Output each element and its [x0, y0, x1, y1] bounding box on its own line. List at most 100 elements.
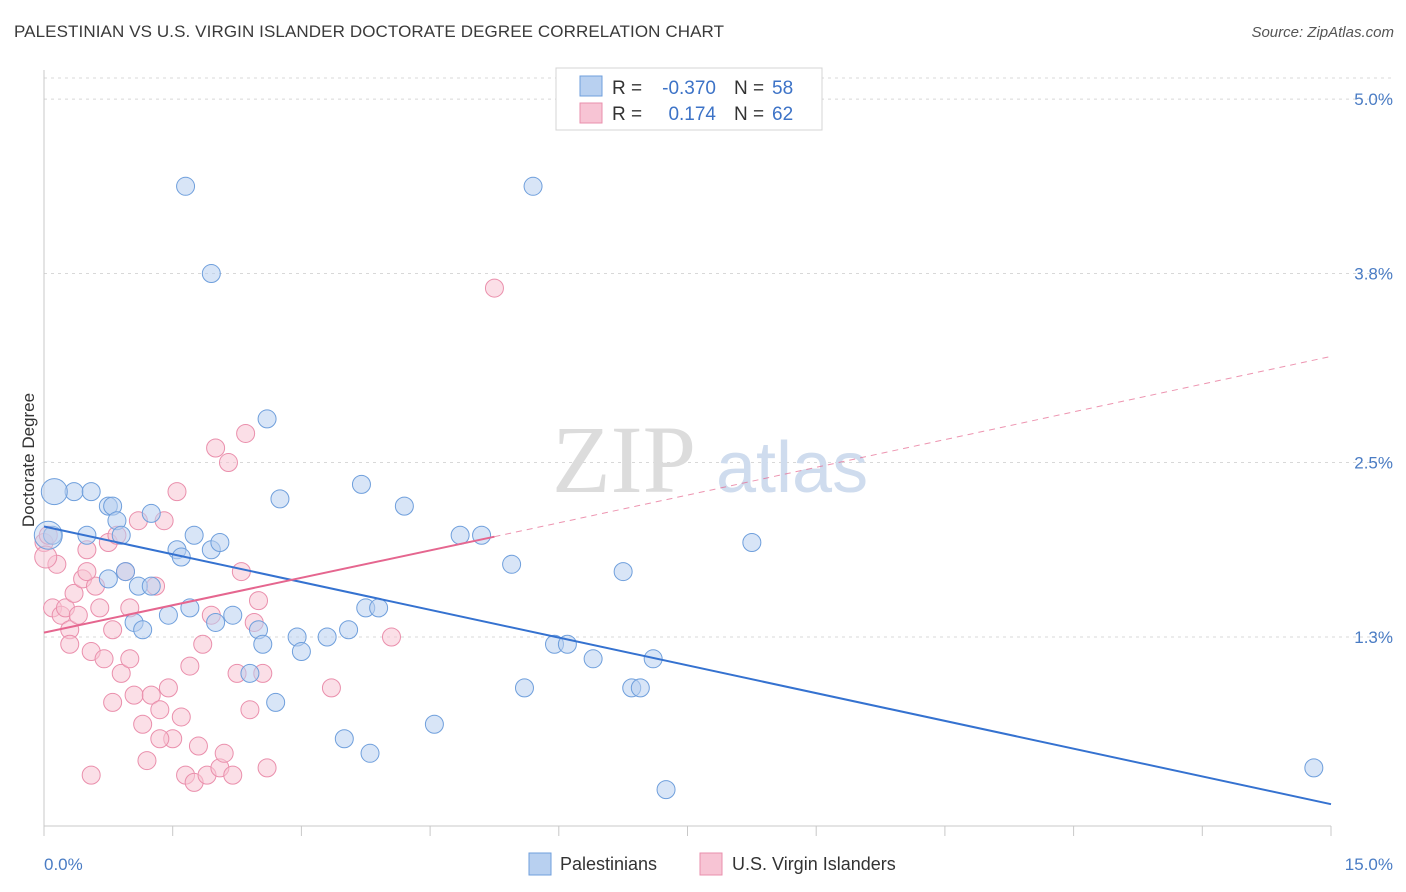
virgin-islander-point: [206, 438, 226, 458]
watermark: ZIP atlas: [552, 406, 868, 513]
virgin-islander-point: [381, 627, 401, 647]
virgin-islander-point: [77, 562, 97, 582]
legend-label-us-virgin-islanders: U.S. Virgin Islanders: [732, 854, 896, 874]
virgin-islander-point: [167, 482, 187, 502]
virgin-islander-point: [137, 751, 157, 771]
virgin-islander-point: [484, 278, 504, 298]
virgin-islander-point: [218, 453, 238, 473]
palestinian-point: [394, 496, 414, 516]
virgin-islander-point: [64, 583, 84, 603]
y-tick-label: 3.8%: [1354, 265, 1393, 284]
palestinian-point: [630, 678, 650, 698]
palestinian-point: [502, 554, 522, 574]
palestinian-point: [583, 649, 603, 669]
palestinian-point: [240, 663, 260, 683]
virgin-islander-point: [60, 634, 80, 654]
virgin-islander-point: [257, 758, 277, 778]
y-tick-label: 2.5%: [1354, 454, 1393, 473]
virgin-islander-point: [90, 598, 110, 618]
virgin-islander-point: [120, 649, 140, 669]
watermark-zip: ZIP: [552, 406, 696, 513]
y-tick-label: 5.0%: [1354, 90, 1393, 109]
y-axis-label: Doctorate Degree: [19, 393, 38, 527]
palestinian-point: [270, 489, 290, 509]
palestinian-point: [1304, 758, 1324, 778]
stats-r-label-2: R =: [612, 104, 642, 125]
palestinian-point: [450, 525, 470, 545]
palestinian-point: [98, 569, 118, 589]
virgin-islanders-trend-line: [43, 535, 495, 634]
legend-swatch-palestinians: [528, 852, 552, 876]
palestinian-point: [424, 714, 444, 734]
stats-n-label-2: N =: [734, 104, 764, 125]
palestinian-point: [133, 620, 153, 640]
virgin-islander-point: [141, 685, 161, 705]
stats-r-value-1: -0.370: [662, 78, 716, 99]
palestinian-point: [116, 562, 136, 582]
palestinian-point: [360, 743, 380, 763]
x-tick-labels: 0.0% 15.0%: [44, 855, 1393, 874]
palestinian-point: [184, 525, 204, 545]
palestinian-point: [43, 525, 63, 545]
palestinian-point: [656, 780, 676, 800]
palestinian-point: [523, 176, 543, 196]
palestinian-point: [257, 409, 277, 429]
palestinian-point: [339, 620, 359, 640]
legend-swatch-us-virgin-islanders: [699, 852, 723, 876]
virgin-islander-point: [103, 692, 123, 712]
palestinian-point: [514, 678, 534, 698]
virgin-islander-point: [158, 678, 178, 698]
stats-n-label-1: N =: [734, 78, 764, 99]
stats-r-label-1: R =: [612, 78, 642, 99]
virgin-islander-point: [193, 634, 213, 654]
virgin-islander-point: [180, 656, 200, 676]
virgin-islander-point: [231, 562, 251, 582]
virgin-islander-point: [249, 591, 268, 611]
chart-title: PALESTINIAN VS U.S. VIRGIN ISLANDER DOCT…: [14, 22, 725, 41]
series-palestinians: [33, 176, 1324, 800]
trend-lines: [43, 355, 1332, 806]
palestinian-point: [317, 627, 337, 647]
palestinian-point: [210, 533, 230, 552]
stats-r-value-2: 0.174: [668, 104, 716, 125]
palestinian-point: [253, 634, 273, 654]
virgin-islander-point: [81, 765, 101, 785]
palestinian-point: [81, 482, 101, 502]
palestinian-point: [613, 562, 633, 582]
virgin-islander-point: [240, 700, 260, 720]
palestinian-point: [176, 176, 196, 196]
palestinian-point-large: [40, 478, 68, 506]
stats-n-value-1: 58: [772, 78, 793, 99]
palestinian-point: [158, 605, 178, 625]
palestinian-point-large: [33, 520, 63, 550]
palestinians-trend-line: [43, 525, 1332, 806]
palestinian-point: [201, 264, 221, 284]
virgin-islander-point: [94, 649, 114, 669]
palestinian-point: [742, 533, 762, 552]
stats-swatch-pink: [579, 102, 603, 124]
legend: Palestinians U.S. Virgin Islanders: [528, 852, 896, 876]
x-tick-label-min: 0.0%: [44, 855, 83, 874]
watermark-atlas: atlas: [716, 428, 868, 508]
stats-n-value-2: 62: [772, 104, 793, 125]
virgin-islander-point: [150, 729, 170, 749]
palestinian-point: [141, 576, 161, 596]
virgin-islander-point: [188, 736, 208, 756]
series-us-virgin-islanders: [34, 278, 504, 792]
palestinian-point: [291, 642, 311, 662]
virgin-islander-point: [124, 685, 144, 705]
virgin-islander-point: [133, 714, 153, 734]
virgin-islander-point: [223, 765, 243, 785]
virgin-islander-point: [236, 423, 256, 443]
virgin-islander-point: [214, 743, 234, 763]
virgin-islander-point: [103, 620, 123, 640]
virgin-islander-point: [150, 700, 170, 720]
virgin-islander-point-large: [34, 545, 58, 569]
palestinian-point: [334, 729, 354, 749]
stats-swatch-blue: [579, 75, 603, 97]
virgin-islander-point: [68, 605, 88, 625]
y-tick-labels: 1.3% 2.5% 3.8% 5.0%: [1354, 90, 1393, 647]
chart-source: Source: ZipAtlas.com: [1251, 24, 1394, 41]
legend-label-palestinians: Palestinians: [560, 854, 657, 874]
palestinian-point: [206, 612, 226, 632]
